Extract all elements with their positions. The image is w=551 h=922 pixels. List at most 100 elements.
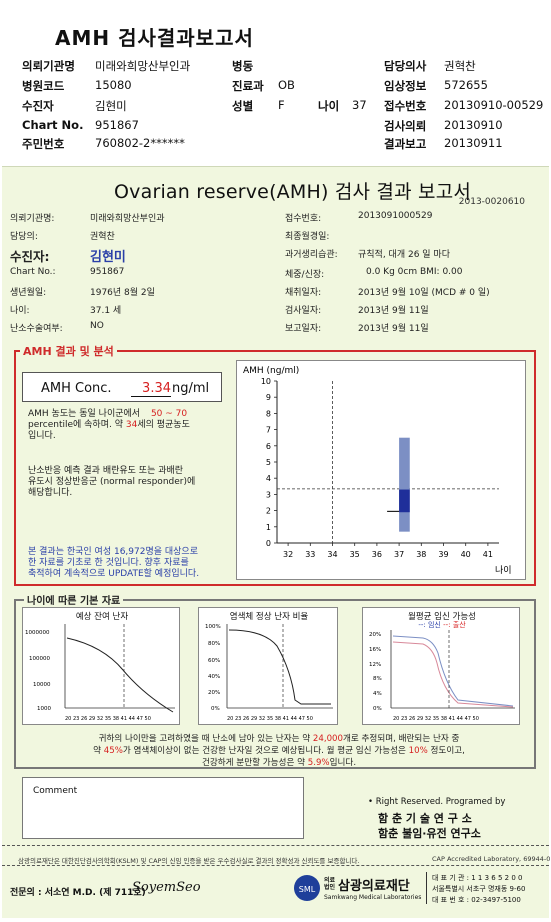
x-tick-label: 40 xyxy=(461,550,471,559)
header-label: 접수번호 xyxy=(384,99,427,113)
x-tick-label: 33 xyxy=(305,550,315,559)
divider xyxy=(2,845,549,846)
header-label: 병원코드 xyxy=(22,79,65,93)
x-tick-label: 41 xyxy=(483,550,493,559)
y-tick: 12% xyxy=(369,662,381,668)
y-tick-label: 9 xyxy=(266,393,271,402)
remaining-eggs-value: 24,000 xyxy=(312,734,343,744)
pregnancy-chance-chart: 월평균 임신 가능성 --: 임신 --: 출산 20% 16% 12% 8% … xyxy=(362,607,520,725)
info-value: 1976년 8월 2일 xyxy=(90,288,155,298)
base-data-label: 나이에 따른 기본 자료 xyxy=(24,592,124,607)
y-tick: 100% xyxy=(205,624,221,630)
doctor-name: 전문의 : 서소연 M.D. (제 711호) xyxy=(10,888,146,898)
y-tick: 1000 xyxy=(37,706,51,712)
header-value: 20130911 xyxy=(444,136,503,150)
equivalent-age: 34 xyxy=(125,420,138,430)
info-value: 0.0 Kg 0cm BMI: 0.00 xyxy=(366,267,463,277)
y-tick: 16% xyxy=(369,647,381,653)
info-label: 최종월경일: xyxy=(285,232,330,242)
amh-chart-panel: AMH (ng/ml) 나이 0 1 2 3 4 5 6 7 8 9 10 32 33 34 35 36 37 3… xyxy=(236,360,526,580)
divider xyxy=(426,872,427,904)
normal-eggs-curve xyxy=(228,629,331,705)
normal-eggs-value: 45% xyxy=(103,746,123,756)
comment-label: Comment xyxy=(33,786,78,796)
info-label: 접수번호: xyxy=(285,214,322,224)
y-tick-label: 6 xyxy=(266,442,271,451)
x-ticks: 20 23 26 29 32 35 38 41 44 47 50 xyxy=(393,716,479,722)
header-row: 의뢰기관명 미래와희망산부인과 병동 담당의사 권혁찬 xyxy=(22,58,542,75)
birth-value: 5.9% xyxy=(307,758,330,768)
contact-line: 대 표 기 관 : 1 1 3 6 5 2 0 0 xyxy=(432,874,523,882)
y-tick-label: 4 xyxy=(266,474,271,483)
pregnancy-curve xyxy=(392,635,514,707)
svg-text:SML: SML xyxy=(299,885,316,894)
cap-number: CAP Accredited Laboratory, 69944-01 xyxy=(432,855,551,863)
info-value: 미래와희망산부인과 xyxy=(90,214,165,224)
info-label: 채취일자: xyxy=(285,288,322,298)
remaining-eggs-chart: 예상 잔여 난자 1000000 100000 10000 1000 20 23… xyxy=(22,607,180,725)
info-value: 37.1 세 xyxy=(90,306,122,316)
header-value: 20130910 xyxy=(444,118,503,132)
info-label: Chart No.: xyxy=(10,267,56,277)
header-value: 15080 xyxy=(95,78,132,92)
x-tick-label: 32 xyxy=(283,550,293,559)
x-tick-label: 35 xyxy=(350,550,360,559)
header-value: 37 xyxy=(352,98,367,112)
x-tick-label: 34 xyxy=(327,550,337,559)
info-label: 검사일자: xyxy=(285,306,322,316)
y-tick: 4% xyxy=(373,691,382,697)
y-tick: 1000000 xyxy=(25,630,50,636)
header-label: 수진자 xyxy=(22,99,54,113)
pregnancy-value: 10% xyxy=(408,746,428,756)
accreditation-note: 삼광의료재단은 대한진단검사의학회(KSLM) 및 CAP의 신임 인증을 받은… xyxy=(18,857,360,865)
amh-result-box: AMH Conc. 3.34 ng/ml xyxy=(22,372,222,402)
doctor-signature: SoyemSeo xyxy=(132,880,201,895)
info-value: 2013091000529 xyxy=(358,211,433,221)
report-title: AMH 검사결과보고서 xyxy=(55,26,254,50)
contact-line: 서울특별시 서초구 명재동 9-60 xyxy=(432,885,526,893)
report-sheet: Ovarian reserve(AMH) 검사 결과 보고서 2013-0020… xyxy=(2,166,551,918)
info-value: 2013년 9월 11일 xyxy=(358,324,429,334)
info-label: 수진자: xyxy=(10,249,50,264)
iqr-box xyxy=(399,489,410,513)
y-tick: 0% xyxy=(373,706,382,712)
header-value: 760802-2****** xyxy=(95,136,185,150)
samkwang-logo-icon: SML xyxy=(294,875,320,901)
header-label: 나이 xyxy=(318,99,340,113)
y-tick: 60% xyxy=(208,658,220,664)
rights-line: • Right Reserved. Programed by xyxy=(368,797,506,807)
institute-name: 함춘 불임·유전 연구소 xyxy=(378,827,481,840)
y-tick-label: 10 xyxy=(261,377,271,386)
x-tick-label: 37 xyxy=(394,550,404,559)
mini-chart-title: 예상 잔여 난자 xyxy=(75,612,129,622)
header-label: 결과보고 xyxy=(384,137,427,151)
birth-curve xyxy=(392,641,514,708)
info-value: 951867 xyxy=(90,267,125,277)
legend-birth: 출산 xyxy=(452,621,466,629)
mini-chart-title: 월평균 임신 가능성 xyxy=(408,612,476,622)
y-tick-label: 8 xyxy=(266,409,271,418)
amh-value: 3.34 xyxy=(131,381,171,397)
header-row: 병원코드 15080 진료과 OB 임상정보 572655 xyxy=(22,78,542,95)
header-label: 주민번호 xyxy=(22,137,65,151)
info-label: 과거생리습관: xyxy=(285,250,338,260)
org-prefix: 의료법인 xyxy=(324,877,336,891)
normal-eggs-plot: 100% 80% 60% 40% 20% 0% 20 23 26 29 32 3… xyxy=(205,624,333,722)
info-label: 의뢰기관명: xyxy=(10,214,55,224)
y-tick-label: 3 xyxy=(266,490,271,499)
header-label: Chart No. xyxy=(22,118,84,132)
analysis-section-label: AMH 결과 및 분석 xyxy=(20,343,117,359)
header-value: 미래와희망산부인과 xyxy=(95,59,191,73)
institute-name: 함 춘 기 술 연 구 소 xyxy=(378,812,472,825)
x-tick-label: 38 xyxy=(416,550,426,559)
info-value: 2013년 9월 10일 (MCD # 0 일) xyxy=(358,288,490,298)
header-row: 수진자 김현미 성별 F 나이 37 접수번호 20130910-00529 xyxy=(22,98,543,115)
y-tick: 40% xyxy=(208,674,220,680)
x-ticks: 20 23 26 29 32 35 38 41 44 47 50 xyxy=(65,716,151,722)
y-tick-label: 5 xyxy=(266,458,271,467)
header-value: OB xyxy=(278,78,295,92)
header-value: 572655 xyxy=(444,78,488,92)
response-text: 난소반응 예측 결과 배란유도 또는 과배란 유도시 정상반응군 (normal… xyxy=(28,466,196,498)
y-tick: 10000 xyxy=(33,682,51,688)
y-axis-title: AMH (ng/ml) xyxy=(243,366,299,376)
